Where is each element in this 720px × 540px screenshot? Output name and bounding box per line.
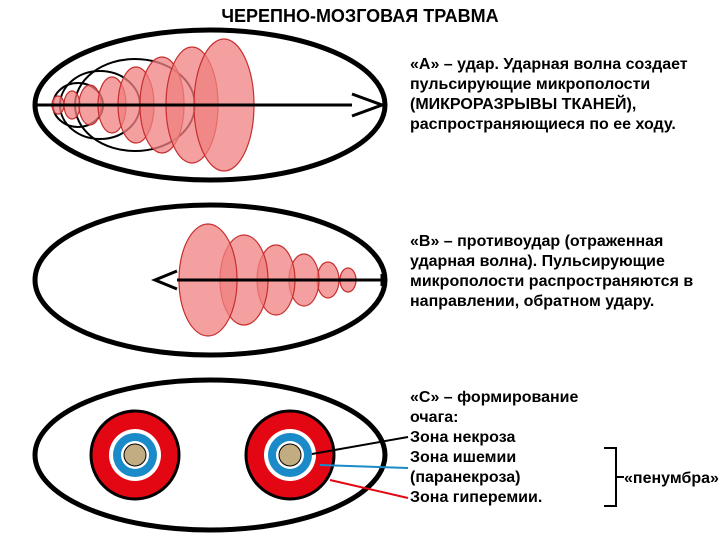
penumbra-label: «пенумбра»	[624, 470, 719, 488]
panel-a-arrow-head	[352, 94, 382, 116]
target-1-necrosis	[279, 444, 301, 466]
leader-line-2	[330, 480, 408, 498]
target-0-necrosis	[124, 444, 146, 466]
panel-b-desc: «В» – противоудар (отраженная ударная во…	[410, 232, 710, 312]
panel-b-arrow-head	[155, 271, 177, 289]
panel-a-desc: «А» – удар. Ударная волна создает пульси…	[410, 55, 710, 135]
panel-c-desc: «С» – формированиеочага:Зона некрозаЗона…	[410, 388, 620, 508]
